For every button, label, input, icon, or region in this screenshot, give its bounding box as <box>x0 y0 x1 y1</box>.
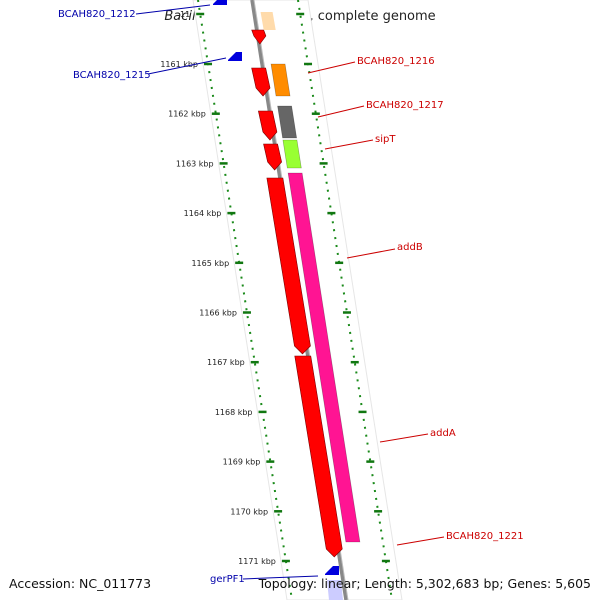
gene-label-gerPF1[interactable]: gerPF1 <box>210 574 245 585</box>
gene-label-BCAH820_1212[interactable]: BCAH820_1212 <box>58 9 136 20</box>
ruler-tick-label: 1171 kbp <box>238 557 276 566</box>
cds-feature <box>251 29 267 45</box>
leader-line-BCAH820_1216 <box>307 61 356 74</box>
ruler-tick-label: 1162 kbp <box>168 110 206 119</box>
gene-label-addA[interactable]: addA <box>430 428 456 439</box>
ruler-tick-label: 1165 kbp <box>191 259 229 268</box>
gene-label-BCAH820_1215[interactable]: BCAH820_1215 <box>73 70 151 81</box>
ruler-tick-label: 1168 kbp <box>215 408 253 417</box>
cds-feature <box>263 143 282 171</box>
ruler-tick-label: 1169 kbp <box>223 458 261 467</box>
ruler-tick-label: 11 <box>180 10 190 19</box>
gene-label-BCAH820_1217[interactable]: BCAH820_1217 <box>366 100 444 111</box>
leader-line-BCAH820_1212 <box>135 4 211 15</box>
ruler-tick-label: 1166 kbp <box>199 309 237 318</box>
gene-feature-BCAH820_1212 <box>213 0 227 5</box>
ruler-tick-label: 1170 kbp <box>230 507 268 516</box>
gene-track <box>213 0 361 600</box>
ruler-layer: 11 1161 kbp 1162 kbp 1163 kbp 1164 kbp 1165 k… <box>160 0 393 600</box>
cds-feature <box>258 110 278 141</box>
cds-feature <box>266 177 311 355</box>
gene-feature-gerPF1 <box>325 566 339 575</box>
leader-line-BCAH820_1217 <box>317 105 365 118</box>
ruler-tick-label: 1163 kbp <box>176 159 214 168</box>
leader-line-addB <box>346 248 396 259</box>
gene-feature-gerPF1-body <box>327 580 343 600</box>
leader-line-sipT <box>324 139 374 150</box>
leader-line-addA <box>379 433 429 443</box>
genome-summary: Topology: linear; Length: 5,302,683 bp; … <box>258 576 591 591</box>
gene-feature-partial <box>260 12 276 30</box>
cds-feature <box>294 355 343 558</box>
gene-label-BCAH820_1221[interactable]: BCAH820_1221 <box>446 531 524 542</box>
leader-line-BCAH820_1221 <box>396 536 445 546</box>
gene-label-sipT[interactable]: sipT <box>375 134 396 145</box>
ruler-tick-label: 1167 kbp <box>207 358 245 367</box>
cds-feature <box>251 67 271 97</box>
gene-feature-addB <box>287 172 361 543</box>
leader-line-gerPF1 <box>242 575 319 580</box>
ruler-tick-label: 1164 kbp <box>184 209 222 218</box>
gene-feature-BCAH820_1217 <box>277 105 297 139</box>
leader-line-BCAH820_1215 <box>147 57 227 75</box>
gene-feature-sipT <box>282 139 302 169</box>
gene-feature-BCAH820_1215 <box>228 52 242 61</box>
gene-label-layer: BCAH820_1212 BCAH820_1215 BCAH820_1216 BCAH… <box>58 4 524 585</box>
gene-label-addB[interactable]: addB <box>397 242 423 253</box>
accession-label: Accession: NC_011773 <box>9 576 152 591</box>
gene-feature-BCAH820_1216 <box>270 63 291 97</box>
gene-label-BCAH820_1216[interactable]: BCAH820_1216 <box>357 56 435 67</box>
ruler-tick-label: 1161 kbp <box>160 60 198 69</box>
cds-track <box>251 29 343 558</box>
